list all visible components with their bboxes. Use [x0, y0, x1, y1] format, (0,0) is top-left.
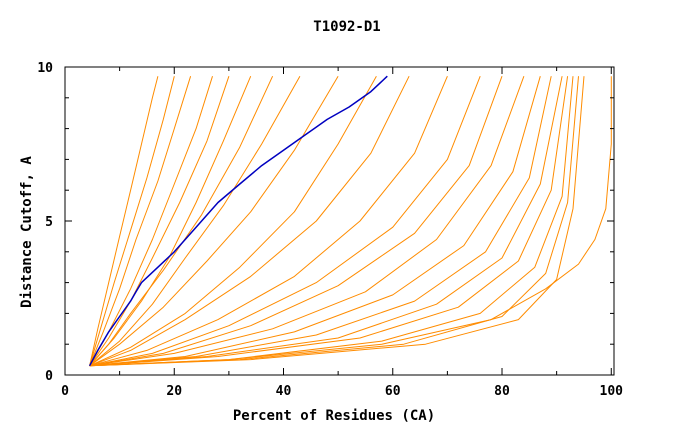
x-tick-label: 20	[166, 384, 182, 399]
series-line-5	[89, 76, 230, 367]
series-line-16	[89, 76, 541, 367]
y-tick-label: 0	[45, 369, 53, 384]
x-axis: 0 20 40 60 80 100	[61, 67, 623, 399]
series-line-14	[89, 76, 503, 367]
series-line-8	[89, 75, 301, 367]
series-line-20	[89, 76, 574, 367]
y-tick-label: 10	[37, 61, 53, 76]
series-line-4	[89, 76, 213, 367]
x-tick-label: 80	[494, 384, 510, 399]
series-line-1	[89, 76, 159, 366]
x-tick-label: 100	[600, 384, 624, 399]
y-axis: 0 5 10	[37, 61, 614, 384]
series-line-10	[89, 75, 377, 367]
series-line-6	[89, 76, 252, 367]
chart-title: T1092-D1	[313, 19, 380, 35]
series-line-12	[89, 76, 448, 367]
series-line-18	[89, 76, 563, 367]
x-tick-label: 0	[61, 384, 69, 399]
series-line-22	[89, 76, 585, 367]
series-line-15	[89, 76, 525, 367]
series-line-11	[89, 75, 410, 367]
series-line-17	[89, 76, 552, 367]
x-axis-label: Percent of Residues (CA)	[233, 408, 435, 424]
series-line-2	[89, 76, 175, 366]
series-line-13	[89, 76, 481, 367]
y-axis-label: Distance Cutoff, A	[19, 156, 35, 308]
x-tick-label: 60	[385, 384, 401, 399]
series-line-7	[89, 75, 274, 367]
series-line-23	[89, 76, 612, 367]
x-tick-label: 40	[276, 384, 292, 399]
plot-lines	[88, 75, 612, 367]
series-line-9	[89, 75, 339, 367]
highlight-series-line	[88, 75, 388, 367]
series-line-3	[89, 76, 192, 366]
series-line-19	[89, 76, 569, 367]
y-tick-label: 5	[45, 215, 53, 230]
